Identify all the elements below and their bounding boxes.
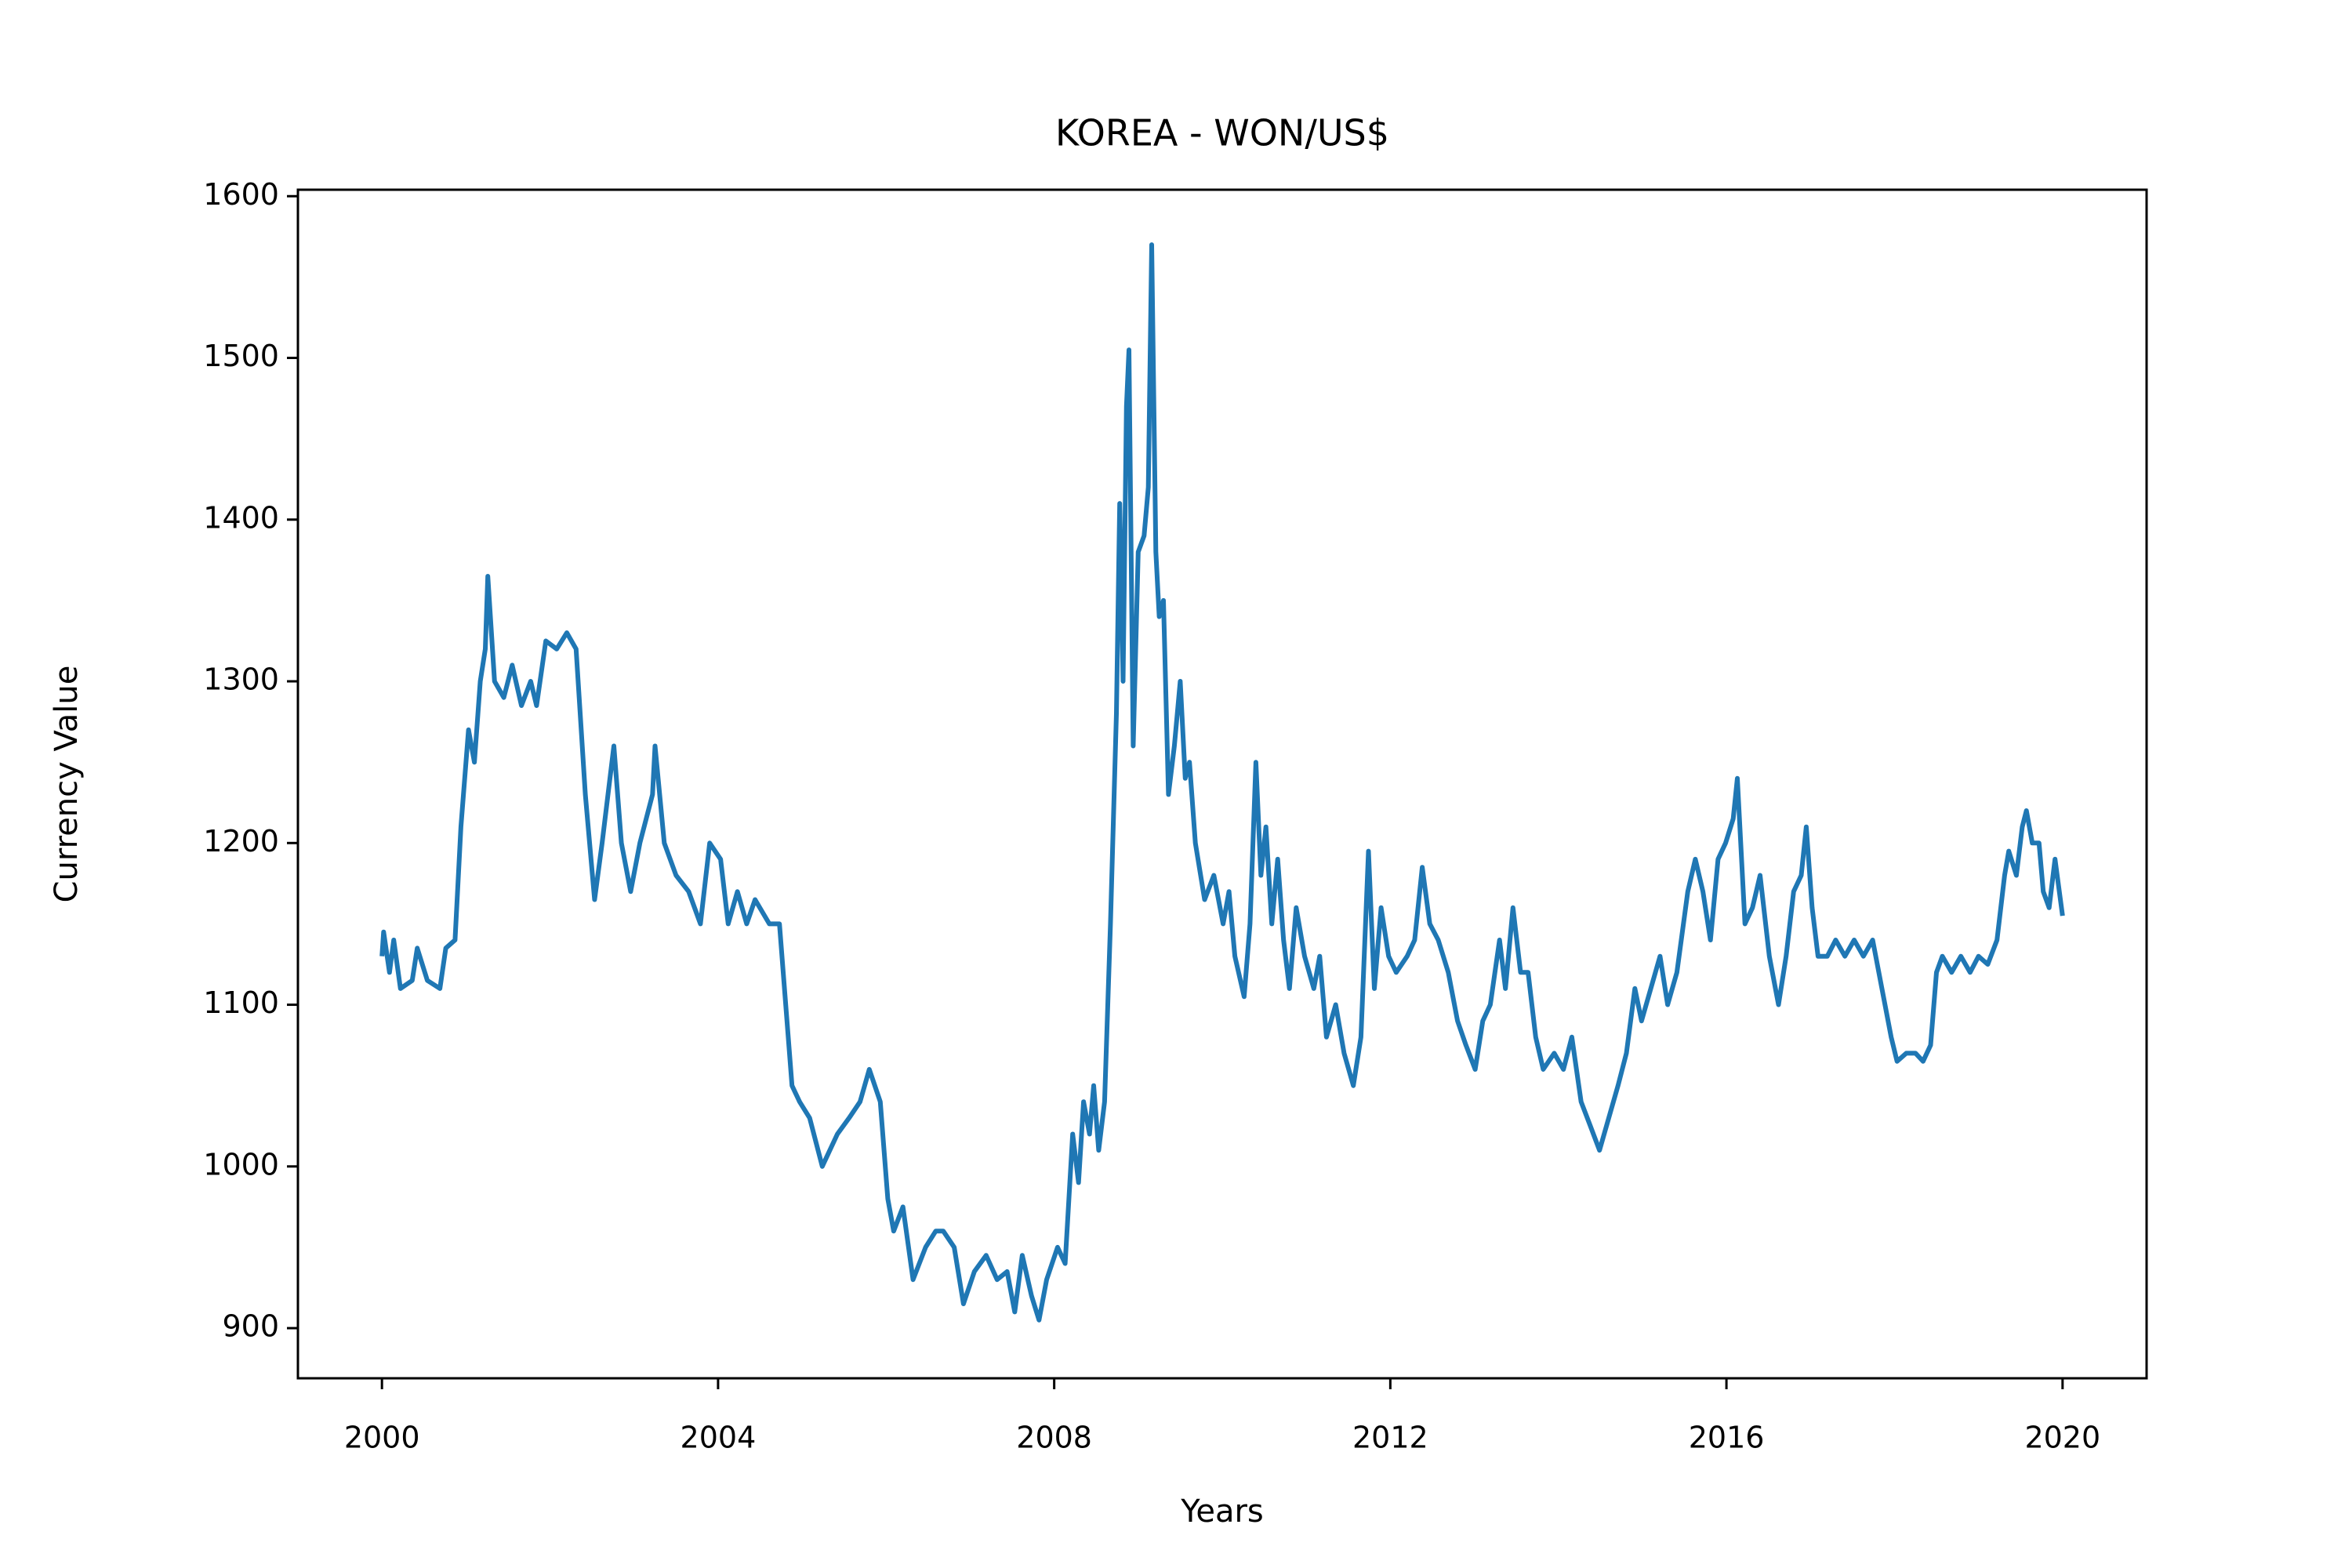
y-tick-label: 1500 (203, 339, 279, 373)
x-tick-label: 2016 (1689, 1421, 1765, 1455)
chart-title: KOREA - WON/US$ (1055, 112, 1389, 154)
x-tick-label: 2012 (1352, 1421, 1428, 1455)
x-tick-label: 2020 (2024, 1421, 2100, 1455)
plot-area (379, 242, 2065, 1323)
x-tick-label: 2000 (344, 1421, 420, 1455)
y-axis-label: Currency Value (49, 666, 85, 903)
y-tick-label: 1300 (203, 662, 279, 697)
axes-frame (296, 188, 2148, 1380)
y-tick-label: 1200 (203, 824, 279, 858)
y-tick-label: 1100 (203, 985, 279, 1020)
x-tick-label: 2004 (681, 1421, 757, 1455)
y-tick-label: 1400 (203, 500, 279, 535)
y-tick-label: 1000 (203, 1147, 279, 1181)
x-tick-label: 2008 (1016, 1421, 1092, 1455)
x-axis-label: Years (1180, 1494, 1264, 1530)
line-series (379, 242, 2065, 1323)
y-tick-label: 900 (222, 1309, 279, 1344)
y-tick-label: 1600 (203, 177, 279, 212)
